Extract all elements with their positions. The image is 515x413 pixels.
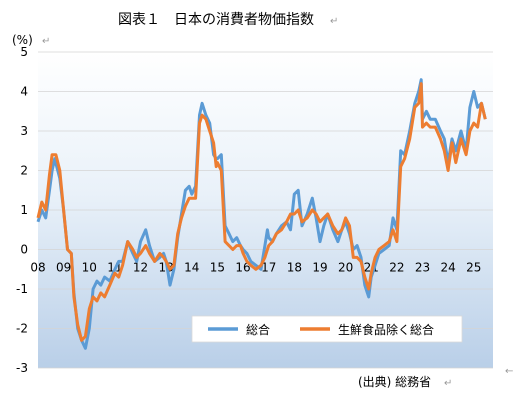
source-note: (出典) 総務省 (358, 375, 431, 389)
series-line-core (36, 82, 487, 342)
legend-label-total: 総合 (246, 322, 270, 337)
legend: 総合 生鮮食品除く総合 (191, 315, 463, 343)
series-lines (36, 78, 487, 350)
y-tick-label: 5 (20, 45, 28, 59)
y-tick-label: 0 (20, 243, 28, 257)
x-tick-label: 08 (30, 261, 45, 275)
x-tick-label: 20 (338, 261, 353, 275)
x-tick-label: 09 (56, 261, 71, 275)
y-tick-label: 1 (20, 203, 28, 217)
x-tick-label: 22 (389, 261, 404, 275)
y-tick-label: 2 (20, 164, 28, 178)
x-tick-label: 24 (441, 261, 456, 275)
x-tick-label: 10 (82, 261, 97, 275)
x-tick-label: 16 (235, 261, 250, 275)
unit-paragraph-mark: ↵ (42, 36, 50, 47)
y-tick-label: -2 (16, 322, 28, 336)
y-axis-tick-labels: 5 4 3 2 1 0 -1 -2 -3 (16, 45, 28, 375)
x-tick-label: 14 (184, 261, 199, 275)
x-axis-tick-labels: 08 09 10 11 12 13 14 15 16 17 18 19 20 21 22 23 24 25 (30, 261, 481, 275)
title-paragraph-mark: ↵ (330, 16, 338, 27)
x-tick-label: 17 (261, 261, 276, 275)
y-tick-label: 4 (20, 85, 28, 99)
x-tick-label: 15 (210, 261, 225, 275)
y-axis-unit-label: (%) (12, 33, 33, 47)
x-tick-label: 25 (466, 261, 481, 275)
y-tick-label: 3 (20, 124, 28, 138)
margin-paragraph-mark: ← (505, 366, 513, 377)
x-tick-label: 19 (312, 261, 327, 275)
source-paragraph-mark: ↵ (444, 378, 452, 389)
x-tick-label: 18 (287, 261, 302, 275)
chart-title: 図表１ 日本の消費者物価指数 (118, 12, 314, 28)
y-tick-label: -3 (16, 361, 28, 375)
y-tick-label: -1 (16, 282, 28, 296)
x-tick-label: 12 (133, 261, 148, 275)
x-tick-label: 23 (415, 261, 430, 275)
legend-label-core: 生鮮食品除く総合 (338, 322, 434, 337)
